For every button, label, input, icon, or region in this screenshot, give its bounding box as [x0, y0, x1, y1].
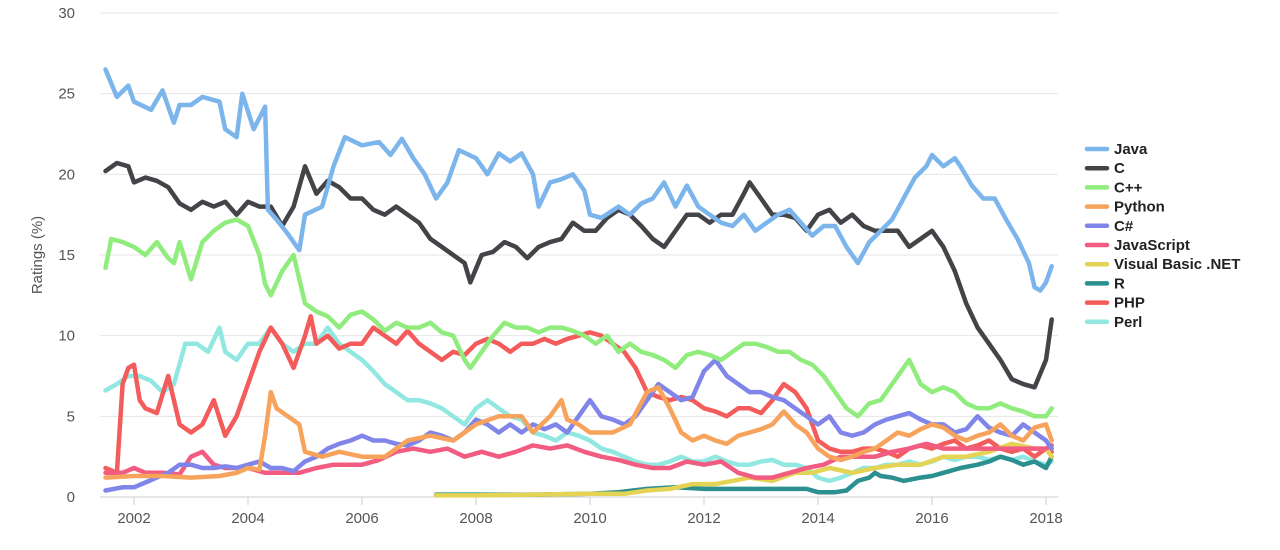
y-tick-label-10: 10: [58, 328, 75, 345]
x-tick-label-2006: 2006: [345, 510, 378, 527]
legend-label: C++: [1114, 179, 1143, 196]
y-axis-title: Ratings (%): [29, 216, 46, 294]
legend-label: Java: [1114, 141, 1148, 158]
series-line-python[interactable]: [103, 385, 1054, 480]
legend-label: Visual Basic .NET: [1114, 256, 1240, 273]
y-tick-label-15: 15: [58, 247, 75, 264]
legend-item-r[interactable]: R: [1084, 275, 1125, 292]
legend-label: Perl: [1114, 314, 1142, 331]
x-tick-label-2002: 2002: [117, 510, 150, 527]
legend-label: Python: [1114, 199, 1165, 216]
series-line-visual-basic-net[interactable]: [433, 441, 1054, 498]
y-tick-label-20: 20: [58, 166, 75, 183]
legend-item-c[interactable]: C++: [1084, 179, 1143, 196]
series-line-java[interactable]: [103, 67, 1054, 293]
legend-item-c[interactable]: C: [1084, 160, 1125, 177]
x-axis-ticks: 2002 2004 2006 2008 2010 2012 2014 2016 2018: [117, 497, 1063, 527]
legend-label: C#: [1114, 218, 1134, 235]
legend-item-python[interactable]: Python: [1084, 199, 1165, 216]
legend-label: C: [1114, 160, 1125, 177]
y-axis-ticks: 0 5 10 15 20 25 30: [58, 5, 75, 506]
legend: Java C C++ Python C# JavaScript Visual Basic .…: [1084, 141, 1240, 331]
x-tick-label-2008: 2008: [459, 510, 492, 527]
series-lines: [103, 67, 1054, 498]
series-line-php[interactable]: [103, 314, 1054, 476]
series-line-c[interactable]: [103, 357, 1054, 493]
legend-item-perl[interactable]: Perl: [1084, 314, 1142, 331]
series-line-perl[interactable]: [103, 325, 1054, 484]
y-tick-label-25: 25: [58, 86, 75, 103]
x-tick-label-2010: 2010: [573, 510, 606, 527]
legend-item-java[interactable]: Java: [1084, 141, 1148, 158]
legend-label: PHP: [1114, 295, 1145, 312]
legend-item-visual-basic-net[interactable]: Visual Basic .NET: [1084, 256, 1240, 273]
series-line-c[interactable]: [103, 160, 1054, 390]
legend-label: JavaScript: [1114, 237, 1190, 254]
x-tick-label-2012: 2012: [687, 510, 720, 527]
x-tick-label-2016: 2016: [915, 510, 948, 527]
x-tick-label-2018: 2018: [1029, 510, 1062, 527]
series-line-c[interactable]: [103, 217, 1054, 419]
x-tick-label-2004: 2004: [231, 510, 264, 527]
legend-item-javascript[interactable]: JavaScript: [1084, 237, 1190, 254]
legend-item-php[interactable]: PHP: [1084, 295, 1145, 312]
legend-label: R: [1114, 275, 1125, 292]
y-tick-label-0: 0: [67, 489, 75, 506]
legend-item-c[interactable]: C#: [1084, 218, 1134, 235]
y-tick-label-30: 30: [58, 5, 75, 22]
x-tick-label-2014: 2014: [801, 510, 834, 527]
y-tick-label-5: 5: [67, 408, 75, 425]
